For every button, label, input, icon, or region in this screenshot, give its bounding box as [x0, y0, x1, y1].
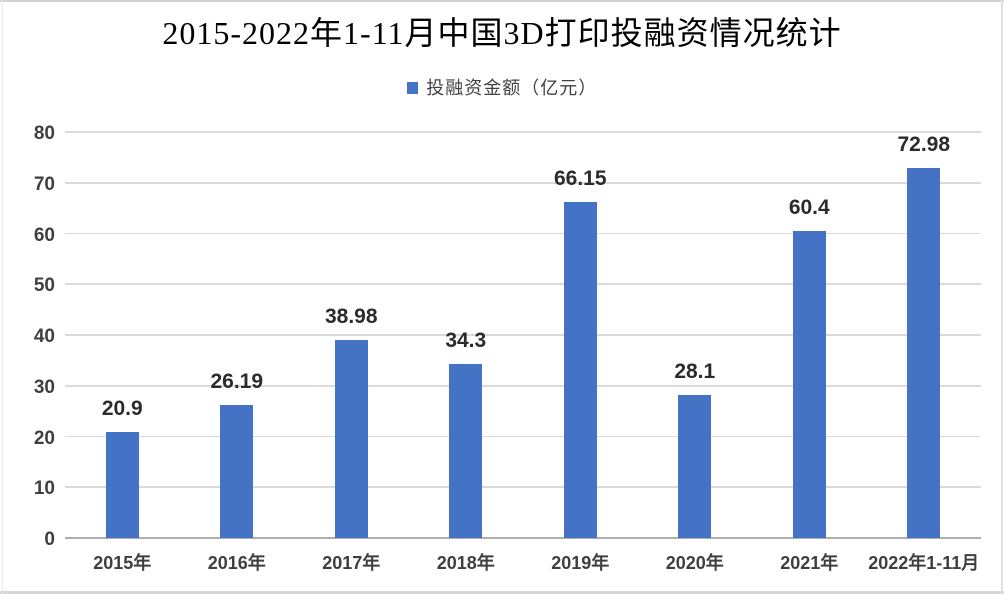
gridline	[65, 435, 981, 438]
gridline	[65, 232, 981, 235]
y-axis-tick-label: 60	[33, 224, 55, 246]
y-axis-tick-label: 80	[33, 123, 55, 144]
y-axis-tick-label: 50	[33, 275, 55, 297]
data-label: 38.98	[324, 305, 378, 329]
x-axis-category-label: 2015年	[93, 553, 152, 573]
y-axis-tick-label: 70	[33, 173, 55, 195]
x-axis-category-label: 2018年	[436, 553, 495, 573]
bar-2022年1-11月	[907, 167, 941, 538]
y-axis-tick-label: 40	[33, 326, 55, 347]
gridline	[65, 384, 981, 387]
frame-bottom-border	[0, 591, 1004, 594]
x-axis-category-label: 2022年1-11月	[868, 553, 980, 573]
gridline	[65, 334, 981, 336]
x-axis-category-label: 2016年	[207, 553, 266, 573]
bar-2016年	[220, 405, 254, 538]
frame-left-border	[2, 0, 3, 594]
legend-swatch-icon	[406, 82, 419, 94]
data-label: 66.15	[553, 167, 607, 191]
bar-2019年	[563, 202, 597, 538]
legend: 投融资金额（亿元）	[0, 76, 1004, 100]
x-axis-line	[65, 537, 981, 539]
frame-right-border	[1001, 0, 1003, 594]
data-label: 26.19	[210, 370, 264, 394]
gridline	[65, 486, 981, 489]
y-axis-tick-label: 20	[33, 427, 55, 449]
x-axis-category-label: 2019年	[551, 553, 610, 573]
bar-2020年	[678, 395, 712, 538]
gridline	[65, 283, 981, 286]
x-axis-category-label: 2017年	[322, 553, 381, 573]
data-label: 28.1	[674, 360, 716, 384]
gridline	[65, 131, 981, 133]
bar-2015年	[105, 431, 139, 538]
x-axis-category-label: 2020年	[665, 553, 724, 573]
gridline	[65, 181, 981, 184]
bar-2017年	[334, 340, 368, 538]
data-label: 60.4	[788, 196, 830, 220]
data-label: 72.98	[897, 132, 951, 156]
data-label: 20.9	[101, 396, 143, 420]
x-axis-category-label: 2021年	[780, 553, 839, 573]
y-axis-tick-label: 30	[33, 376, 55, 398]
y-axis-tick-label: 10	[33, 478, 55, 500]
bar-2018年	[449, 363, 483, 538]
legend-label: 投融资金额（亿元）	[426, 77, 598, 98]
bar-2021年	[792, 231, 826, 538]
data-label: 34.3	[445, 328, 487, 352]
y-axis-tick-label: 0	[44, 529, 55, 550]
chart-title: 2015-2022年1-11月中国3D打印投融资情况统计	[162, 15, 842, 51]
frame-top-border	[0, 0, 1004, 2]
